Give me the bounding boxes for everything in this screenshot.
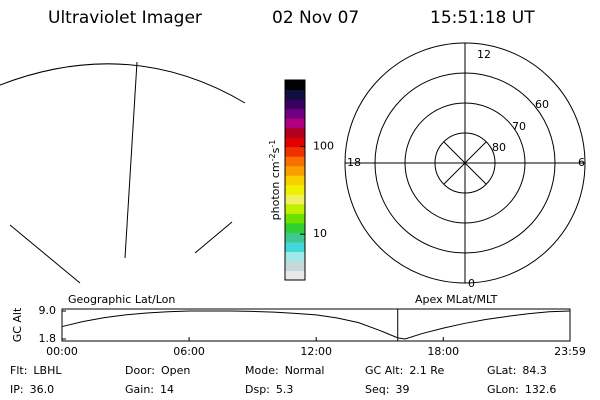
- strip-right-label: Apex MLat/MLT: [415, 293, 498, 306]
- color-segment: [285, 222, 305, 233]
- meridian: [443, 141, 487, 185]
- mlt-label: 12: [477, 48, 491, 61]
- map-line: [124, 61, 138, 259]
- field-value: 5.3: [276, 383, 294, 396]
- map-line: [9, 224, 81, 284]
- mlt-label: 0: [468, 277, 475, 290]
- label-exp: -1: [268, 140, 277, 148]
- field-label: GLon:: [487, 383, 519, 396]
- color-segment: [285, 203, 305, 214]
- color-segment: [285, 80, 305, 91]
- field-value: 2.1 Re: [409, 364, 444, 377]
- color-segment: [285, 260, 305, 271]
- color-segment: [285, 213, 305, 224]
- colorbar-frame: [284, 79, 306, 281]
- colorbar-label: photon cm-2s-1: [268, 140, 283, 221]
- field-label: Gain:: [125, 383, 154, 396]
- field-label: Seq:: [365, 383, 389, 396]
- color-segment: [285, 251, 305, 262]
- field-label: Dsp:: [245, 383, 270, 396]
- color-segment: [285, 232, 305, 243]
- field: IP: 36.0: [10, 383, 54, 396]
- x-tick-label: 12:00: [300, 345, 332, 358]
- x-tick-label: 00:00: [46, 345, 78, 358]
- colorbar-tick-label: 100: [313, 140, 334, 153]
- field: GLat: 84.3: [487, 364, 547, 377]
- map-arc: [0, 63, 246, 104]
- field-value: 14: [160, 383, 174, 396]
- lat-label: 70: [512, 120, 526, 133]
- label-text: photon cm: [269, 161, 282, 220]
- altitude-line: [61, 310, 571, 340]
- field-label: GC Alt:: [365, 364, 403, 377]
- field-label: GLat:: [487, 364, 516, 377]
- field-label: Door:: [125, 364, 155, 377]
- time: 15:51:18 UT: [430, 8, 535, 28]
- y-tick-label: 9.0: [39, 304, 57, 317]
- field: Seq: 39: [365, 383, 409, 396]
- y-tick-label: 1.8: [39, 332, 57, 345]
- mlt-label: 6: [578, 156, 585, 169]
- color-segment: [285, 194, 305, 205]
- title: Ultraviolet Imager: [48, 8, 202, 28]
- field-value: 39: [395, 383, 409, 396]
- label-text: s: [269, 147, 282, 153]
- x-tick-label: 23:59: [554, 345, 586, 358]
- field-value: Open: [161, 364, 190, 377]
- x-tick-label: 06:00: [173, 345, 205, 358]
- field-value: Normal: [285, 364, 325, 377]
- color-segment: [285, 89, 305, 100]
- lat-label: 80: [492, 141, 506, 154]
- field-value: 36.0: [30, 383, 55, 396]
- field: Mode: Normal: [245, 364, 325, 377]
- color-segment: [285, 184, 305, 195]
- color-segment: [285, 127, 305, 138]
- color-segment: [285, 118, 305, 129]
- field: Gain: 14: [125, 383, 174, 396]
- field-label: Flt:: [10, 364, 27, 377]
- date: 02 Nov 07: [272, 8, 359, 28]
- map-line: [194, 221, 233, 254]
- field: GC Alt: 2.1 Re: [365, 364, 444, 377]
- color-segment: [285, 241, 305, 252]
- field-value: LBHL: [33, 364, 62, 377]
- mlt-label: 18: [347, 156, 361, 169]
- color-segment: [285, 137, 305, 148]
- colorbar-tick-label: 10: [313, 227, 327, 240]
- field-label: IP:: [10, 383, 24, 396]
- field: Flt: LBHL: [10, 364, 62, 377]
- field-value: 132.6: [525, 383, 557, 396]
- field-label: Mode:: [245, 364, 279, 377]
- color-segment: [285, 156, 305, 167]
- lat-label: 60: [535, 98, 549, 111]
- y-axis-label: GC Alt: [11, 307, 24, 342]
- color-segment: [285, 108, 305, 119]
- field: Dsp: 5.3: [245, 383, 293, 396]
- geographic-map: [0, 61, 246, 284]
- label-exp: -2: [268, 153, 277, 161]
- x-tick-label: 18:00: [427, 345, 459, 358]
- field: GLon: 132.6: [487, 383, 556, 396]
- field: Door: Open: [125, 364, 190, 377]
- strip-left-label: Geographic Lat/Lon: [68, 293, 175, 306]
- polar-grid: [344, 42, 586, 284]
- color-segment: [285, 270, 305, 281]
- color-segment: [285, 99, 305, 110]
- color-segment: [285, 146, 305, 157]
- color-segment: [285, 175, 305, 186]
- field-value: 84.3: [522, 364, 547, 377]
- color-segment: [285, 165, 305, 176]
